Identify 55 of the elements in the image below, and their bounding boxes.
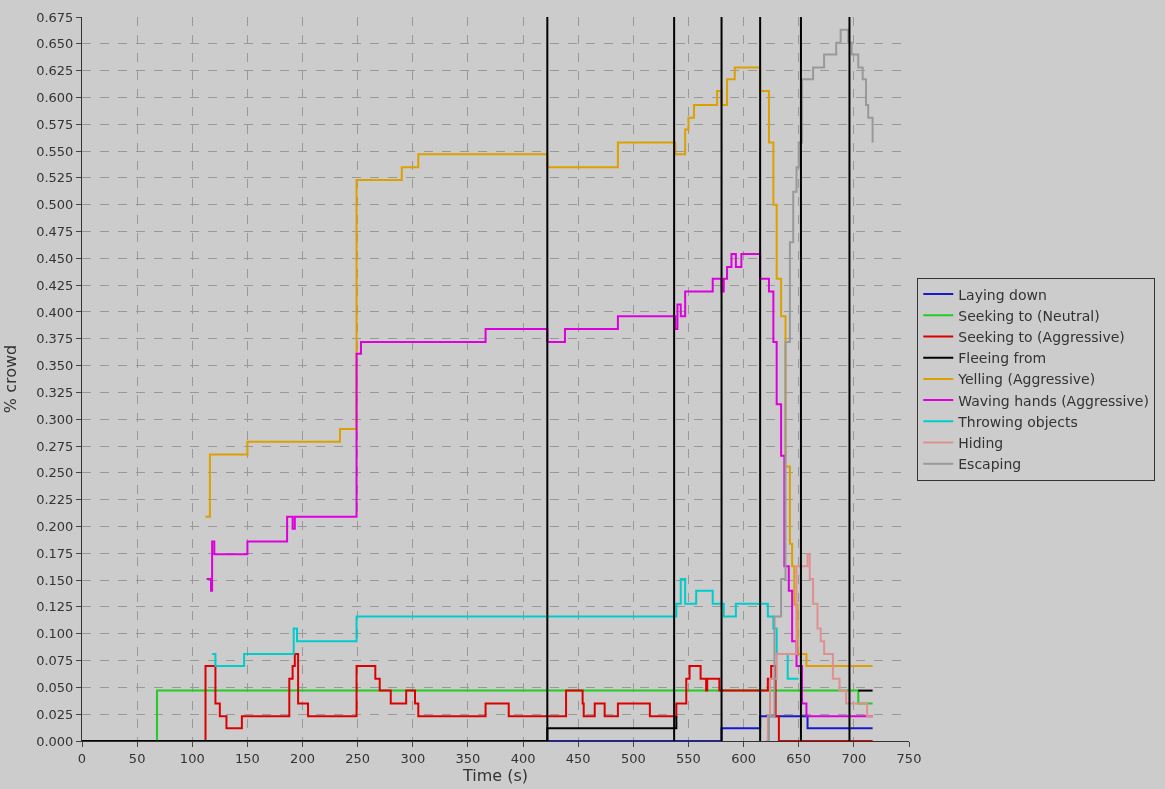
legend-label: Fleeing from: [958, 350, 1047, 367]
x-tick-label: 200: [290, 750, 315, 766]
y-tick-label: 0.350: [36, 358, 74, 374]
x-tick-label: 50: [128, 750, 146, 766]
legend-label: Throwing objects: [957, 413, 1078, 430]
x-tick-label: 400: [510, 750, 536, 766]
y-tick-label: 0.675: [36, 9, 74, 25]
y-tick-label: 0.375: [36, 331, 74, 347]
legend-label: Laying down: [958, 286, 1047, 303]
y-tick-label: 0.525: [36, 170, 74, 186]
y-tick-label: 0.650: [36, 36, 74, 52]
y-tick-label: 0.100: [36, 626, 74, 642]
y-tick-label: 0.550: [36, 143, 74, 159]
y-tick-label: 0.575: [36, 116, 74, 132]
x-tick-label: 300: [400, 750, 426, 766]
legend-label: Seeking to (Neutral): [958, 307, 1100, 324]
legend-label: Seeking to (Aggressive): [958, 328, 1125, 345]
x-tick-label: 600: [731, 750, 757, 766]
y-tick-label: 0.475: [36, 224, 74, 240]
y-tick-label: 0.000: [36, 733, 74, 749]
y-tick-label: 0.425: [36, 277, 74, 293]
y-tick-label: 0.200: [36, 519, 74, 535]
y-tick-label: 0.300: [36, 411, 74, 427]
x-tick-label: 450: [565, 750, 591, 766]
legend-label: Waving hands (Aggressive): [958, 392, 1149, 409]
x-tick-label: 550: [676, 750, 701, 766]
y-tick-label: 0.325: [36, 384, 74, 400]
x-tick-label: 100: [179, 750, 205, 766]
x-tick-label: 0: [77, 750, 87, 766]
x-tick-label: 350: [455, 750, 481, 766]
x-tick-label: 750: [896, 750, 922, 766]
x-tick-label: 700: [841, 750, 867, 766]
legend-label: Hiding: [958, 434, 1004, 451]
y-tick-label: 0.075: [36, 653, 74, 669]
y-tick-label: 0.050: [36, 679, 74, 695]
x-tick-label: 150: [234, 750, 260, 766]
y-tick-label: 0.225: [36, 492, 74, 508]
legend-label: Yelling (Aggressive): [957, 371, 1096, 388]
y-tick-label: 0.250: [36, 465, 74, 481]
y-tick-label: 0.025: [36, 706, 74, 722]
y-tick-label: 0.625: [36, 63, 74, 79]
y-tick-label: 0.400: [36, 304, 74, 320]
x-tick-label: 500: [620, 750, 646, 766]
x-axis-title: Time (s): [461, 765, 529, 785]
legend-label: Escaping: [958, 456, 1022, 473]
y-tick-label: 0.125: [36, 599, 74, 615]
y-axis-title: % crowd: [1, 344, 21, 414]
y-tick-label: 0.150: [36, 572, 74, 588]
y-tick-label: 0.275: [36, 438, 74, 454]
y-tick-label: 0.175: [36, 545, 74, 561]
y-tick-label: 0.500: [36, 197, 74, 213]
x-tick-label: 250: [345, 750, 371, 766]
x-tick-label: 650: [786, 750, 812, 766]
y-tick-label: 0.600: [36, 89, 74, 105]
y-tick-label: 0.450: [36, 250, 74, 266]
